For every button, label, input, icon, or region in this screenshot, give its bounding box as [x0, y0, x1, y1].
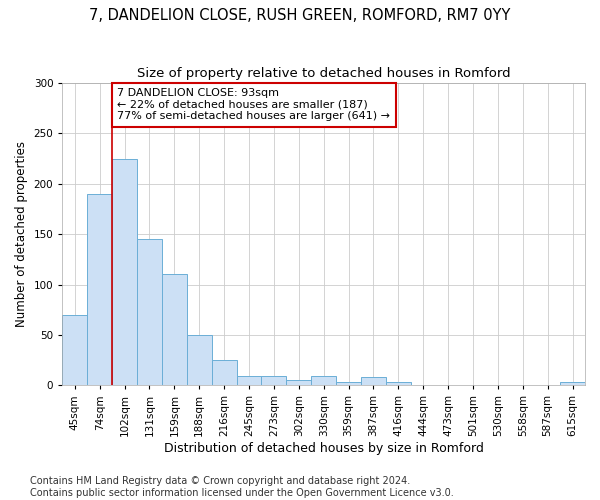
Bar	[87, 194, 112, 386]
Bar	[162, 274, 187, 386]
Bar	[262, 376, 286, 386]
Bar	[560, 382, 585, 386]
Y-axis label: Number of detached properties: Number of detached properties	[15, 141, 28, 327]
Bar	[236, 376, 262, 386]
Bar	[187, 335, 212, 386]
Title: Size of property relative to detached houses in Romford: Size of property relative to detached ho…	[137, 68, 511, 80]
Text: Contains HM Land Registry data © Crown copyright and database right 2024.
Contai: Contains HM Land Registry data © Crown c…	[30, 476, 454, 498]
Bar	[336, 382, 361, 386]
Text: 7, DANDELION CLOSE, RUSH GREEN, ROMFORD, RM7 0YY: 7, DANDELION CLOSE, RUSH GREEN, ROMFORD,…	[89, 8, 511, 22]
Bar	[386, 382, 411, 386]
Bar	[311, 376, 336, 386]
X-axis label: Distribution of detached houses by size in Romford: Distribution of detached houses by size …	[164, 442, 484, 455]
Bar	[361, 377, 386, 386]
Bar	[286, 380, 311, 386]
Bar	[62, 315, 87, 386]
Bar	[137, 239, 162, 386]
Text: 7 DANDELION CLOSE: 93sqm
← 22% of detached houses are smaller (187)
77% of semi-: 7 DANDELION CLOSE: 93sqm ← 22% of detach…	[117, 88, 390, 122]
Bar	[112, 158, 137, 386]
Bar	[212, 360, 236, 386]
